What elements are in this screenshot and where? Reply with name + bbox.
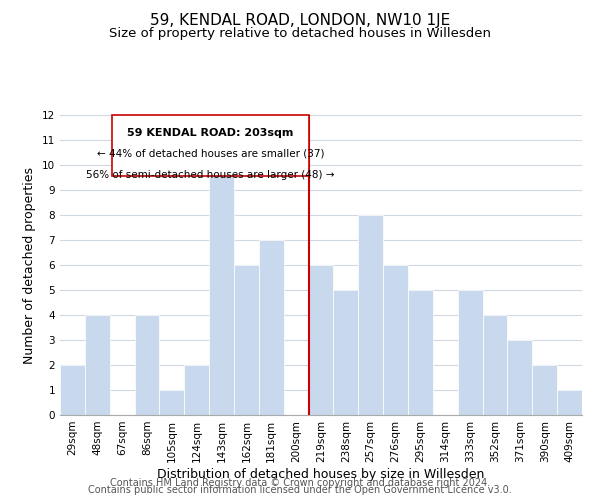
- Bar: [358, 215, 383, 415]
- Bar: [134, 315, 160, 415]
- Bar: [383, 265, 408, 415]
- Text: 59 KENDAL ROAD: 203sqm: 59 KENDAL ROAD: 203sqm: [127, 128, 293, 138]
- Text: Size of property relative to detached houses in Willesden: Size of property relative to detached ho…: [109, 28, 491, 40]
- Bar: [532, 365, 557, 415]
- Text: 59, KENDAL ROAD, LONDON, NW10 1JE: 59, KENDAL ROAD, LONDON, NW10 1JE: [150, 12, 450, 28]
- Text: 56% of semi-detached houses are larger (48) →: 56% of semi-detached houses are larger (…: [86, 170, 335, 180]
- X-axis label: Distribution of detached houses by size in Willesden: Distribution of detached houses by size …: [157, 468, 485, 480]
- Bar: [259, 240, 284, 415]
- FancyBboxPatch shape: [112, 115, 308, 176]
- Bar: [234, 265, 259, 415]
- Bar: [160, 390, 184, 415]
- Bar: [557, 390, 582, 415]
- Bar: [334, 290, 358, 415]
- Bar: [209, 165, 234, 415]
- Text: Contains public sector information licensed under the Open Government Licence v3: Contains public sector information licen…: [88, 485, 512, 495]
- Bar: [408, 290, 433, 415]
- Text: ← 44% of detached houses are smaller (37): ← 44% of detached houses are smaller (37…: [97, 149, 324, 159]
- Text: Contains HM Land Registry data © Crown copyright and database right 2024.: Contains HM Land Registry data © Crown c…: [110, 478, 490, 488]
- Bar: [85, 315, 110, 415]
- Bar: [308, 265, 334, 415]
- Bar: [60, 365, 85, 415]
- Bar: [458, 290, 482, 415]
- Bar: [508, 340, 532, 415]
- Bar: [184, 365, 209, 415]
- Y-axis label: Number of detached properties: Number of detached properties: [23, 166, 37, 364]
- Bar: [482, 315, 508, 415]
